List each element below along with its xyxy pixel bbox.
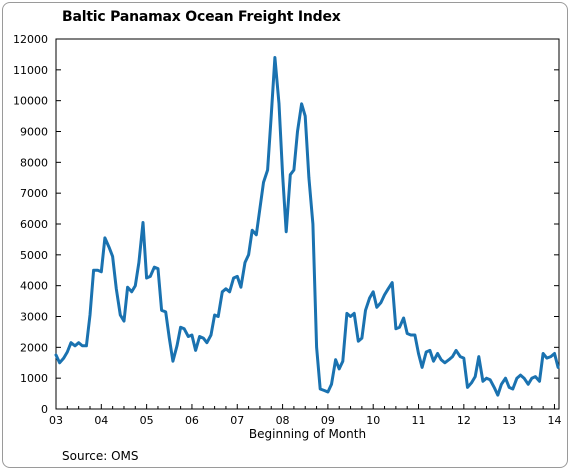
y-tick-label: 6000 [20,218,48,231]
chart-title: Baltic Panamax Ocean Freight Index [62,9,341,25]
y-tick-label: 12000 [13,33,48,46]
x-tick-label: 14 [547,414,561,427]
x-axis-label: Beginning of Month [249,427,366,441]
y-tick-label: 10000 [13,95,48,108]
x-tick-label: 07 [230,414,244,427]
x-tick-label: 13 [502,414,516,427]
x-tick-label: 05 [140,414,154,427]
x-tick-label: 11 [412,414,426,427]
x-tick-label: 12 [457,414,471,427]
x-tick-label: 10 [366,414,380,427]
y-tick-label: 4000 [20,280,48,293]
source-note: Source: OMS [62,449,139,463]
x-tick-label: 08 [276,414,290,427]
x-tick-label: 06 [185,414,199,427]
x-tick-label: 03 [49,414,63,427]
y-tick-label: 2000 [20,341,48,354]
y-tick-label: 3000 [20,311,48,324]
y-tick-label: 0 [41,403,48,416]
y-tick-label: 8000 [20,156,48,169]
x-tick-label: 09 [321,414,335,427]
y-axis: 0 1000 2000 3000 4000 5000 6000 7000 8000 9000 100… [13,33,559,416]
plot-area [55,38,560,410]
y-tick-label: 5000 [20,249,48,262]
x-axis: 03 04 05 06 07 08 09 10 11 12 13 14 [49,404,561,427]
x-tick-label: 04 [94,414,108,427]
series-line [54,56,560,397]
y-tick-label: 9000 [20,126,48,139]
y-tick-label: 11000 [13,64,48,77]
y-tick-label: 7000 [20,187,48,200]
y-tick-label: 1000 [20,372,48,385]
